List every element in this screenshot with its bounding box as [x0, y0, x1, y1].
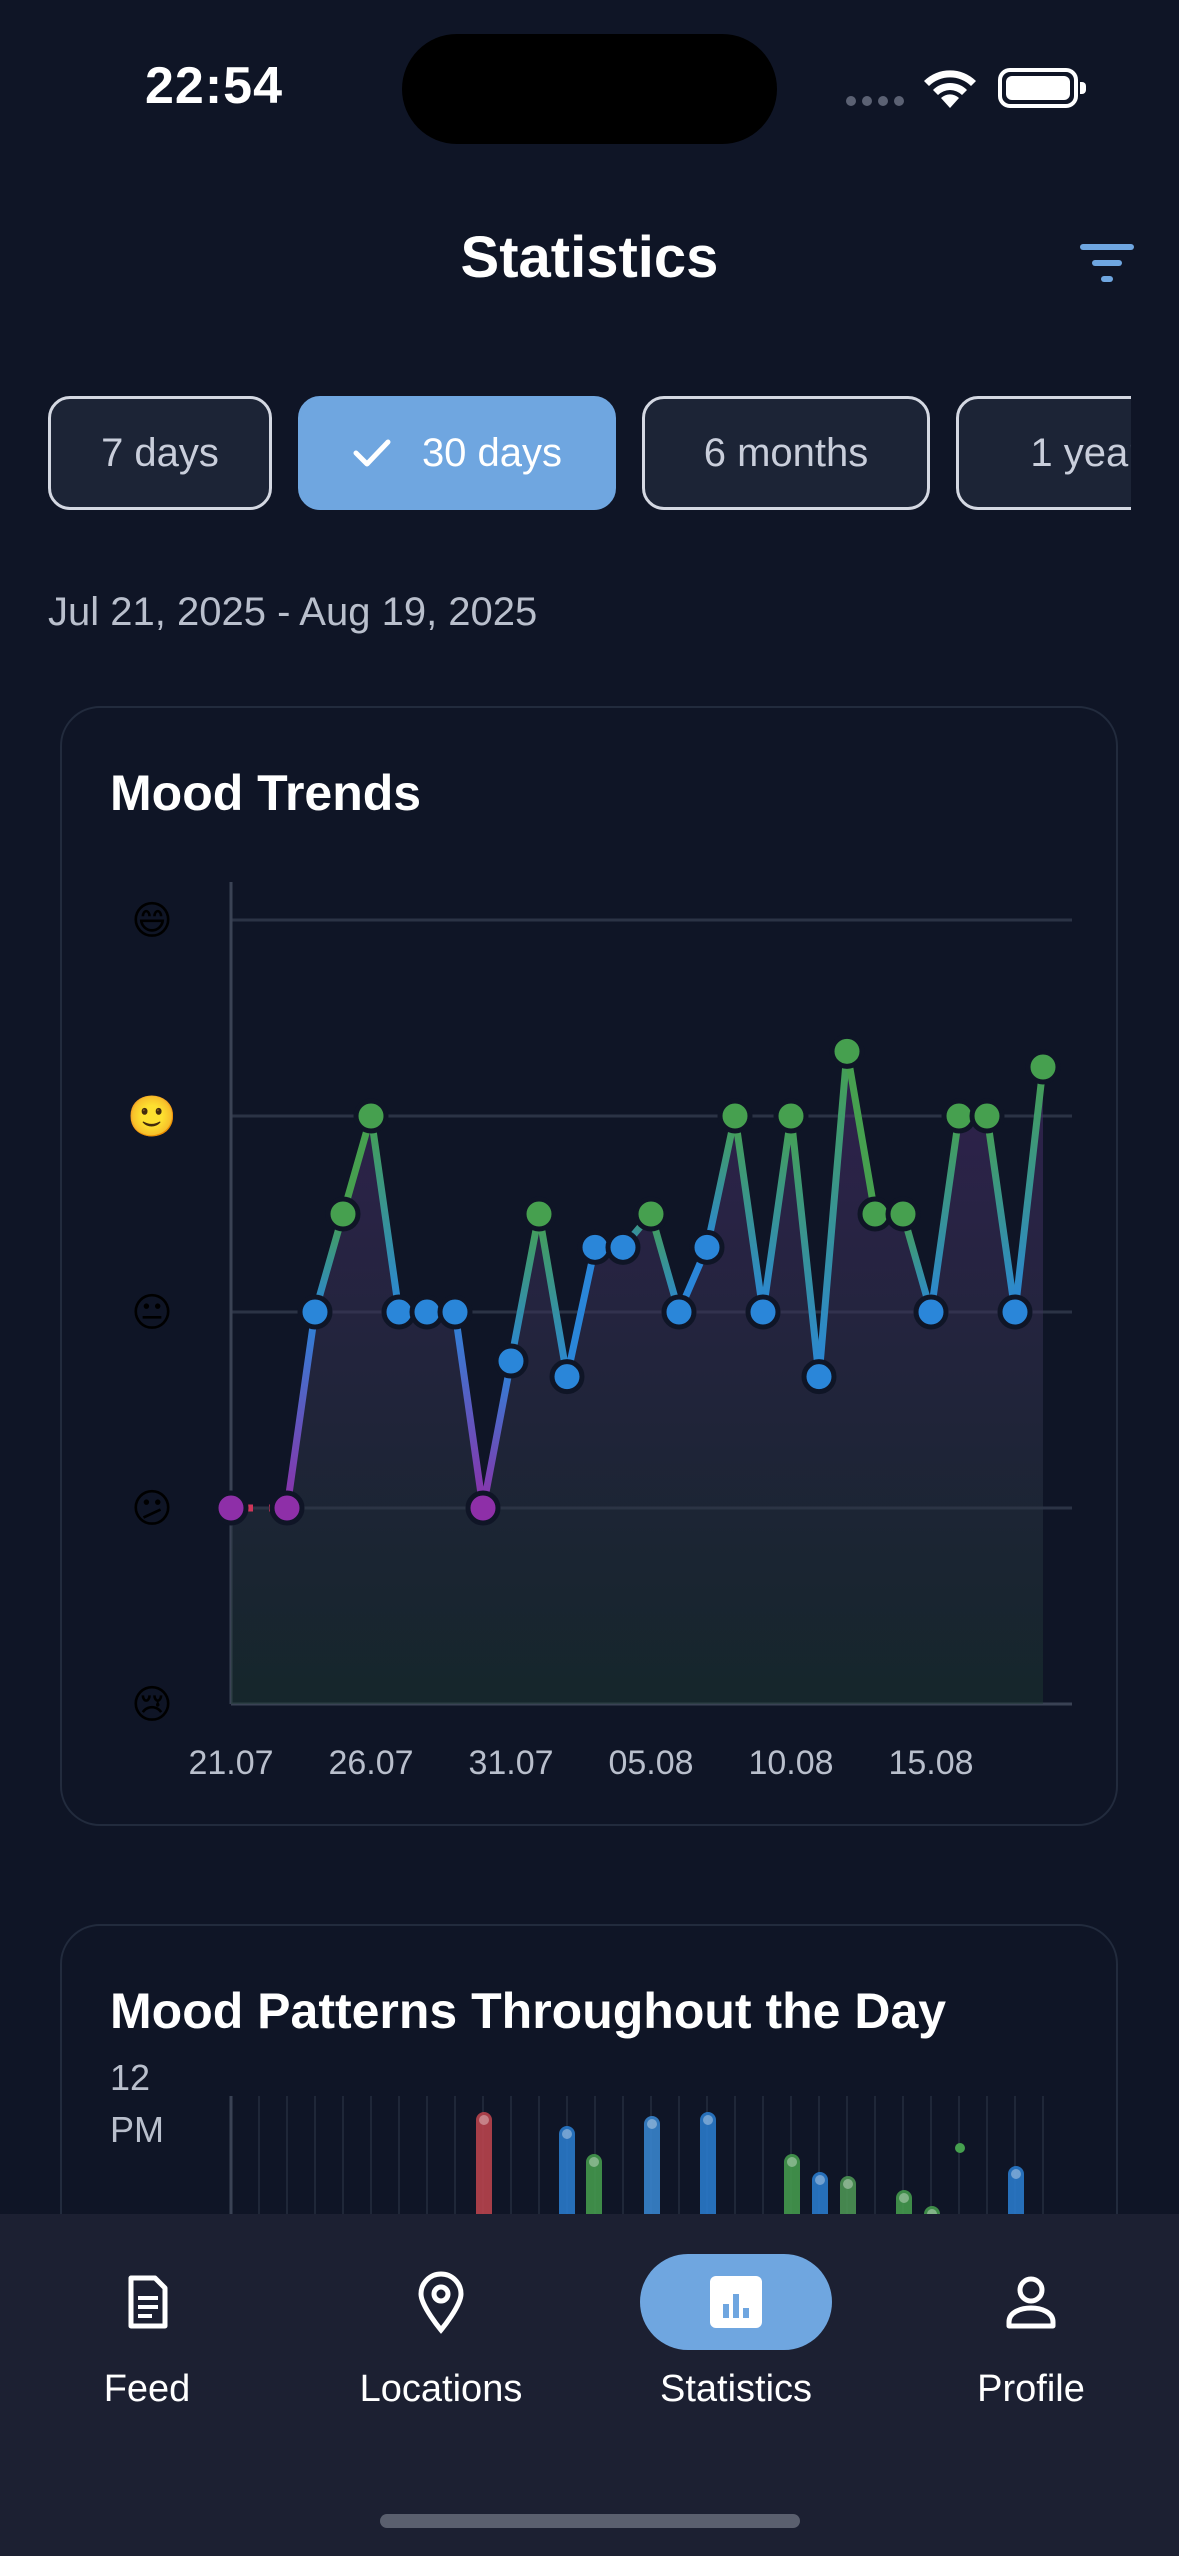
- bottom-navigation: Feed Locations Statistics Profile: [0, 2214, 1179, 2556]
- range-tabs: 7 days 30 days 6 months 1 year: [48, 396, 1131, 512]
- pattern-bar-cap: [703, 2115, 713, 2125]
- mood-point: [521, 1196, 557, 1232]
- mood-line-segment: [479, 1357, 515, 1512]
- mood-point: [745, 1294, 781, 1330]
- mood-point: [633, 1196, 669, 1232]
- tab-7-days[interactable]: 7 days: [48, 396, 272, 510]
- mood-point: [493, 1343, 529, 1379]
- mood-line-segment: [815, 1047, 851, 1381]
- x-tick-label: 26.07: [328, 1744, 413, 1782]
- mood-level-emoji: 😐: [131, 1291, 173, 1335]
- home-indicator: [380, 2514, 800, 2528]
- mood-point: [829, 1033, 865, 1069]
- checkmark-icon: [352, 437, 392, 469]
- mood-line-segment: [731, 1112, 767, 1316]
- x-tick-label: 21.07: [188, 1744, 273, 1782]
- mood-point: [1025, 1049, 1061, 1085]
- mood-point: [773, 1098, 809, 1134]
- mood-line-segment: [759, 1112, 795, 1316]
- mood-point: [913, 1294, 949, 1330]
- tab-30-days[interactable]: 30 days: [298, 396, 616, 510]
- mood-line-segment: [703, 1112, 739, 1251]
- mood-point: [269, 1490, 305, 1526]
- pattern-bar-cap: [1011, 2169, 1021, 2179]
- location-pin-icon: [345, 2254, 537, 2350]
- pattern-bar-cap: [843, 2179, 853, 2189]
- mood-line-segment: [367, 1112, 403, 1316]
- x-tick-label: 31.07: [468, 1744, 553, 1782]
- mood-point: [213, 1490, 249, 1526]
- mood-point: [997, 1294, 1033, 1330]
- mood-point: [465, 1490, 501, 1526]
- x-tick-label: 10.08: [748, 1744, 833, 1782]
- mood-area: [231, 1051, 1043, 1704]
- mood-line-segment: [451, 1308, 487, 1512]
- mood-point: [969, 1098, 1005, 1134]
- mood-level-emoji: 😕: [131, 1487, 173, 1531]
- mood-point: [353, 1098, 389, 1134]
- mood-line-segment: [563, 1243, 599, 1381]
- mood-point: [605, 1229, 641, 1265]
- pattern-bar-cap: [787, 2157, 797, 2167]
- mood-line-segment: [535, 1210, 571, 1381]
- feed-icon: [51, 2254, 243, 2350]
- pattern-point: [955, 2143, 965, 2153]
- mood-line-segment: [283, 1308, 319, 1512]
- status-time: 22:54: [145, 57, 283, 115]
- mood-point: [661, 1294, 697, 1330]
- mood-line-segment: [927, 1112, 963, 1316]
- nav-feed[interactable]: Feed: [0, 2254, 294, 2411]
- bar-chart-icon: [640, 2254, 832, 2350]
- x-tick-label: 05.08: [608, 1744, 693, 1782]
- mood-level-emoji: 🙂: [127, 1095, 177, 1139]
- nav-statistics[interactable]: Statistics: [589, 2254, 883, 2411]
- pattern-bar-cap: [479, 2115, 489, 2125]
- status-bar: 22:54: [0, 0, 1179, 170]
- mood-patterns-title: Mood Patterns Throughout the Day: [110, 1983, 947, 2039]
- mood-trends-chart: 😢 😕 😐 🙂 😄 21.07 26.07 31.07 05.08 10.08 15.08: [127, 882, 1072, 1782]
- mood-point: [689, 1229, 725, 1265]
- mood-point: [297, 1294, 333, 1330]
- tab-1-year[interactable]: 1 year: [956, 396, 1131, 510]
- mood-point: [885, 1196, 921, 1232]
- person-icon: [935, 2254, 1127, 2350]
- filter-icon[interactable]: [1070, 236, 1140, 286]
- cellular-signal-icon: [846, 96, 904, 106]
- battery-icon: [998, 68, 1086, 108]
- mood-line-segment: [787, 1112, 823, 1381]
- wifi-icon: [924, 70, 976, 108]
- mood-point: [717, 1098, 753, 1134]
- pattern-bar-cap: [815, 2175, 825, 2185]
- mood-trends-card: Mood Trends 😢 😕 😐 🙂 😄 21.07 26.07 31.07 05.08 10.…: [60, 706, 1118, 1826]
- mood-line-segment: [507, 1210, 543, 1365]
- mood-trends-title: Mood Trends: [110, 765, 422, 821]
- mood-line-segment: [983, 1112, 1019, 1316]
- mood-level-emoji: 😢: [131, 1683, 173, 1727]
- date-range: Jul 21, 2025 - Aug 19, 2025: [48, 590, 538, 634]
- mood-level-emoji: 😄: [131, 899, 173, 943]
- nav-profile[interactable]: Profile: [884, 2254, 1178, 2411]
- mood-line-segment: [843, 1047, 879, 1218]
- mood-point: [325, 1196, 361, 1232]
- pattern-bar-cap: [899, 2193, 909, 2203]
- page-title: Statistics: [460, 225, 719, 290]
- time-axis-label: 12 PM: [110, 2057, 164, 2150]
- dynamic-island: [402, 34, 777, 144]
- pattern-bar-cap: [647, 2119, 657, 2129]
- tab-6-months[interactable]: 6 months: [642, 396, 930, 510]
- mood-line-segment: [1011, 1063, 1047, 1316]
- nav-locations[interactable]: Locations: [294, 2254, 588, 2411]
- mood-point: [437, 1294, 473, 1330]
- mood-point: [801, 1359, 837, 1395]
- pattern-bar-cap: [562, 2129, 572, 2139]
- x-tick-label: 15.08: [888, 1744, 973, 1782]
- pattern-bar-cap: [589, 2157, 599, 2167]
- mood-point: [549, 1359, 585, 1395]
